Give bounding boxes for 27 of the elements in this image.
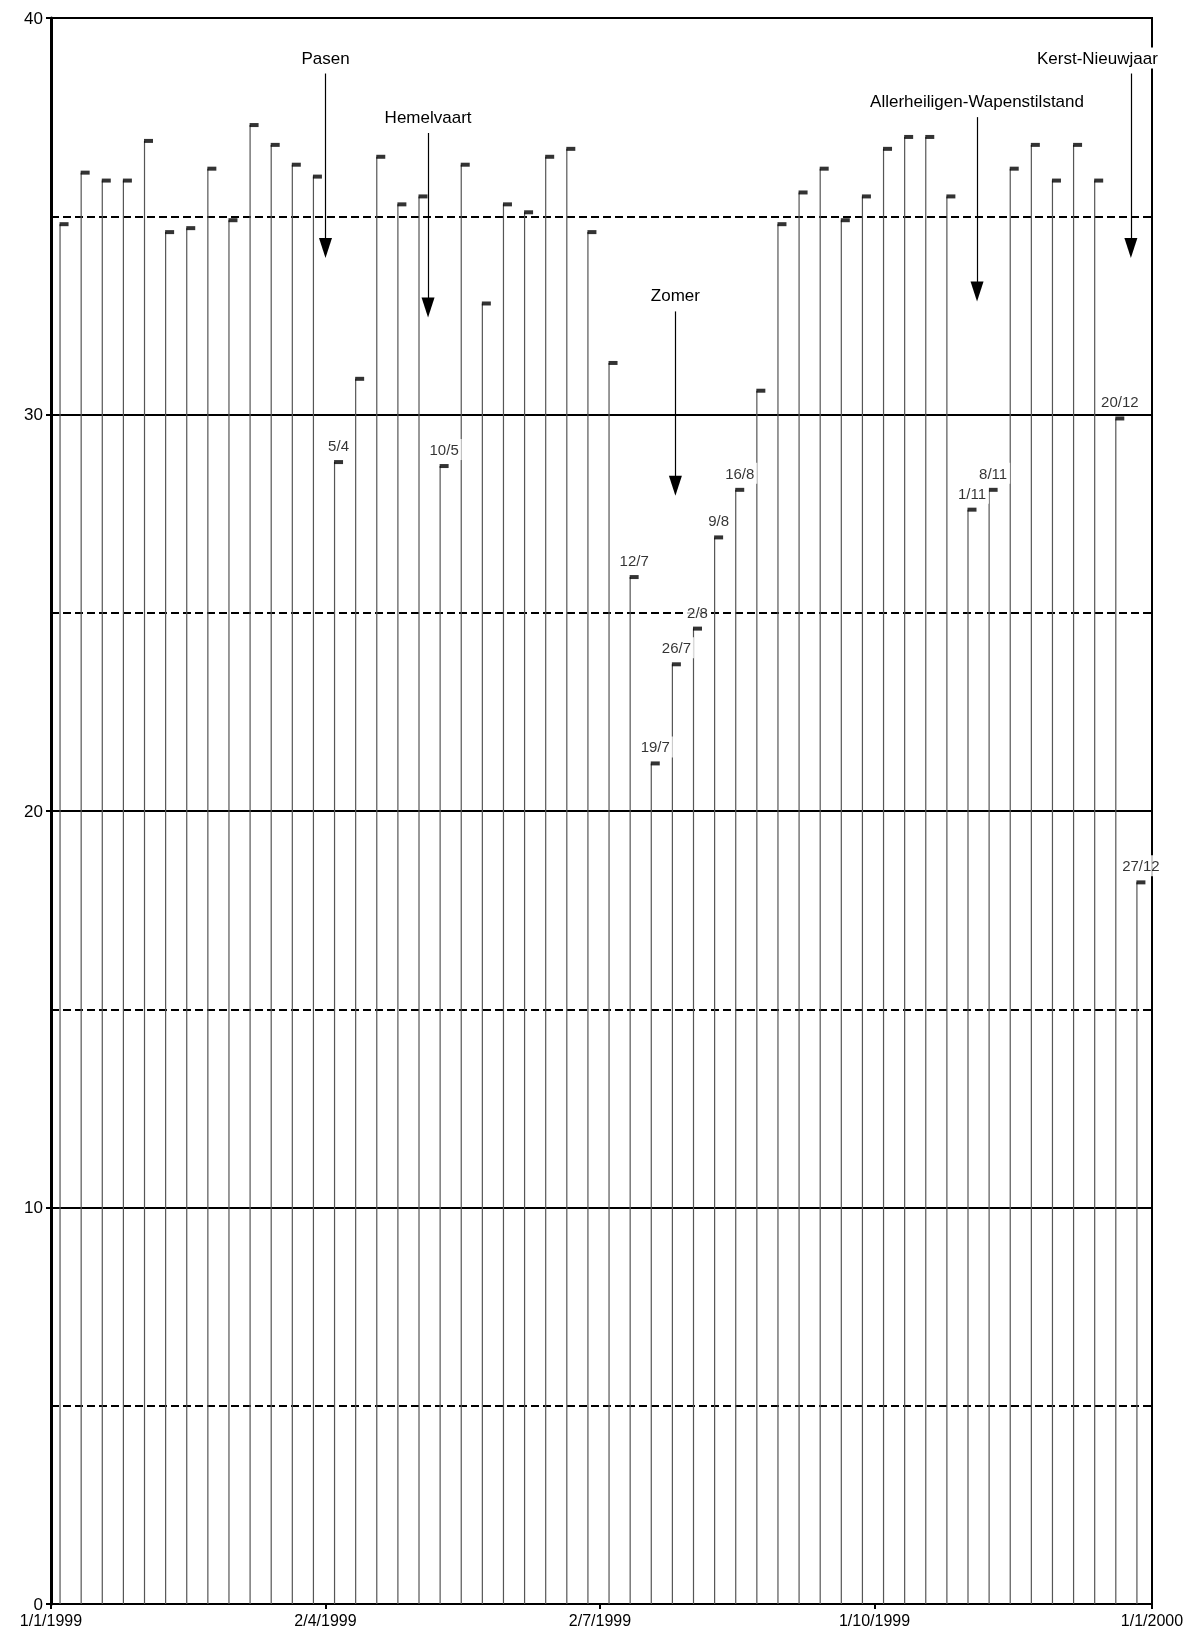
annotation: Zomer <box>650 286 701 306</box>
annotation: Hemelvaart <box>384 107 472 127</box>
annotation: 16/8 <box>725 464 755 482</box>
x-tick-label: 2/4/1999 <box>294 1611 357 1629</box>
annotation: 10/5 <box>429 441 459 459</box>
annotation: Pasen <box>301 48 350 68</box>
annotation: 8/11 <box>979 464 1008 482</box>
y-tick-label: 40 <box>24 8 43 28</box>
annotation: 2/8 <box>687 603 708 621</box>
annotation: 19/7 <box>640 738 670 756</box>
annotation: 1/11 <box>957 484 987 502</box>
y-tick-label: 20 <box>24 801 43 821</box>
x-tick-label: 2/7/1999 <box>568 1611 632 1629</box>
annotation: Allerheiligen-Wapenstilstand <box>870 92 1084 112</box>
annotation: 5/4 <box>328 437 349 455</box>
y-tick-label: 30 <box>24 405 43 424</box>
annotation: 27/12 <box>1122 857 1160 875</box>
x-tick-label: 1/1/1999 <box>19 1611 83 1629</box>
annotation: 9/8 <box>708 512 730 530</box>
annotation: Kerst-Nieuwjaar <box>1036 48 1159 68</box>
annotation: 26/7 <box>661 639 691 657</box>
annotation: 12/7 <box>619 552 649 570</box>
y-tick-label: 10 <box>24 1198 43 1217</box>
annotation: 20/12 <box>1101 393 1139 411</box>
x-tick-label: 1/1/2000 <box>1120 1611 1184 1629</box>
x-tick-label: 1/10/1999 <box>838 1611 911 1629</box>
y-tick-label: 0 <box>33 1594 43 1614</box>
